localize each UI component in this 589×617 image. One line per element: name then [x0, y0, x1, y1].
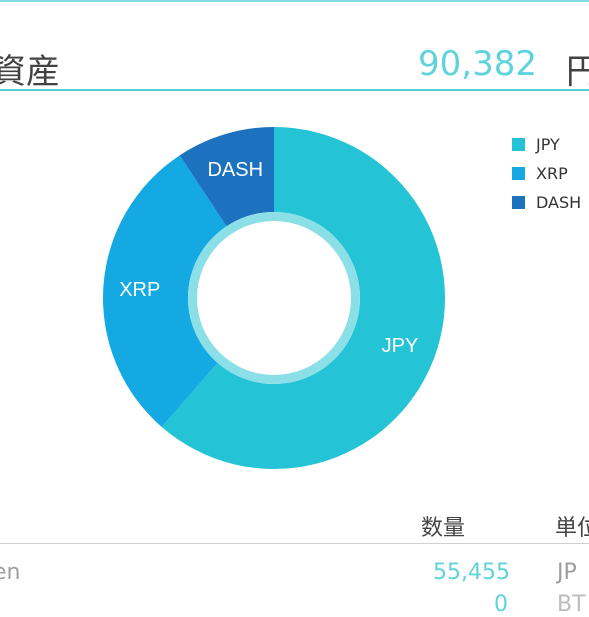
total-assets-unit: 円: [566, 52, 589, 92]
legend-label-dash: DASH: [536, 193, 582, 212]
legend-swatch-jpy: [512, 138, 525, 151]
legend-swatch-dash: [512, 196, 525, 209]
legend-label-jpy: JPY: [536, 135, 560, 154]
slice-label-dash: DASH: [207, 159, 263, 181]
row-quantity: 55,455: [433, 560, 510, 585]
pie-slice-jpy[interactable]: [161, 127, 446, 469]
slice-label-jpy: JPY: [382, 335, 419, 357]
total-assets-value: 90,382: [418, 44, 537, 84]
row-unit: BT: [557, 592, 586, 617]
row-quantity: 0: [494, 592, 508, 617]
legend-item-jpy[interactable]: JPY: [512, 130, 581, 159]
asset-donut-chart[interactable]: JPY XRP DASH: [0, 100, 589, 500]
legend-swatch-xrp: [512, 167, 525, 180]
row-asset-name[interactable]: en: [0, 560, 21, 585]
total-assets-label: 資産: [0, 52, 60, 92]
legend-label-xrp: XRP: [536, 164, 568, 183]
row-unit: JP: [557, 560, 577, 585]
donut-hole: [197, 221, 351, 375]
chart-legend: JPY XRP DASH: [512, 130, 581, 217]
top-divider: [0, 0, 589, 2]
pie-slice-dash[interactable]: [179, 127, 274, 227]
column-header-unit[interactable]: 単位: [555, 516, 589, 541]
table-header-rule: [0, 543, 589, 544]
header-underline: [0, 89, 589, 91]
legend-item-dash[interactable]: DASH: [512, 188, 581, 217]
legend-item-xrp[interactable]: XRP: [512, 159, 581, 188]
column-header-quantity[interactable]: 数量: [421, 516, 466, 541]
slice-label-xrp: XRP: [119, 279, 160, 301]
pie-slice-xrp[interactable]: [102, 155, 227, 427]
